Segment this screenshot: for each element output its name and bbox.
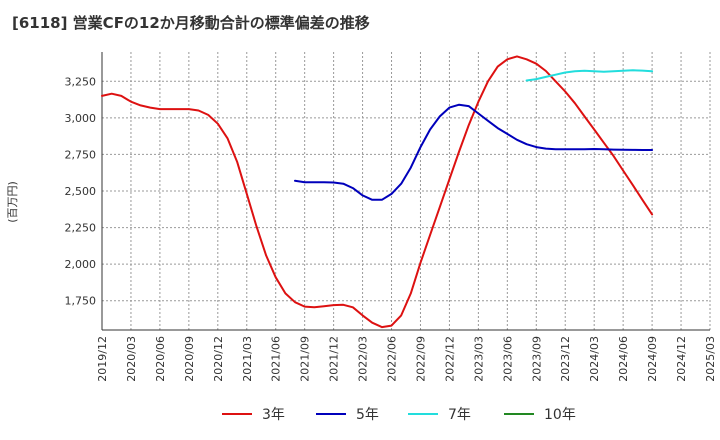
series-lines bbox=[101, 55, 654, 329]
x-tick-label: 2025/03 bbox=[704, 336, 717, 382]
x-tick-label: 2023/03 bbox=[472, 336, 485, 382]
y-tick-label: 3,250 bbox=[65, 75, 97, 88]
y-tick-label: 2,500 bbox=[65, 185, 97, 198]
y-axis-label: (百万円) bbox=[6, 181, 19, 223]
series-line-0 bbox=[101, 55, 654, 329]
legend: 3年 5年 7年 10年 bbox=[222, 407, 576, 423]
y-tick-label: 2,750 bbox=[65, 148, 97, 161]
x-tick-label: 2024/06 bbox=[617, 336, 630, 382]
y-tick-label: 2,250 bbox=[65, 222, 97, 235]
x-tick-label: 2023/12 bbox=[559, 336, 572, 382]
x-tick-label: 2021/12 bbox=[328, 336, 341, 382]
x-tick-label: 2022/03 bbox=[357, 336, 370, 382]
x-tick-label: 2023/09 bbox=[530, 336, 543, 382]
y-tick-label: 3,000 bbox=[65, 112, 97, 125]
legend-label-0: 3年 bbox=[262, 407, 285, 423]
x-tick-label: 2024/12 bbox=[675, 336, 688, 382]
x-tick-label: 2021/09 bbox=[299, 336, 312, 382]
x-tick-label: 2024/03 bbox=[588, 336, 601, 382]
grid-lines bbox=[101, 52, 711, 330]
y-tick-labels: 1,750 2,000 2,250 2,500 2,750 3,000 3,250 bbox=[65, 75, 97, 307]
series-line-1 bbox=[294, 103, 654, 201]
x-tick-label: 2022/06 bbox=[386, 336, 399, 382]
x-tick-label: 2024/09 bbox=[646, 336, 659, 382]
x-tick-label: 2020/09 bbox=[183, 336, 196, 382]
x-tick-label: 2023/06 bbox=[501, 336, 514, 382]
axes bbox=[101, 52, 710, 331]
legend-label-1: 5年 bbox=[356, 407, 379, 423]
series-line-2 bbox=[525, 69, 654, 82]
x-tick-label: 2021/06 bbox=[270, 336, 283, 382]
x-tick-label: 2020/12 bbox=[212, 336, 225, 382]
x-tick-label: 2020/03 bbox=[125, 336, 138, 382]
x-tick-label: 2022/09 bbox=[414, 336, 427, 382]
legend-label-3: 10年 bbox=[544, 407, 576, 423]
x-tick-labels: 2019/12 2020/03 2020/06 2020/09 2020/12 2021/… bbox=[96, 336, 717, 382]
x-tick-label: 2019/12 bbox=[96, 336, 109, 382]
x-tick-label: 2022/12 bbox=[443, 336, 456, 382]
y-tick-label: 2,000 bbox=[65, 258, 97, 271]
chart-title: [6118] 営業CFの12か月移動合計の標準偏差の推移 bbox=[12, 14, 370, 32]
y-tick-label: 1,750 bbox=[65, 295, 97, 308]
x-tick-label: 2021/03 bbox=[241, 336, 254, 382]
legend-label-2: 7年 bbox=[448, 407, 471, 423]
x-tick-label: 2020/06 bbox=[154, 336, 167, 382]
